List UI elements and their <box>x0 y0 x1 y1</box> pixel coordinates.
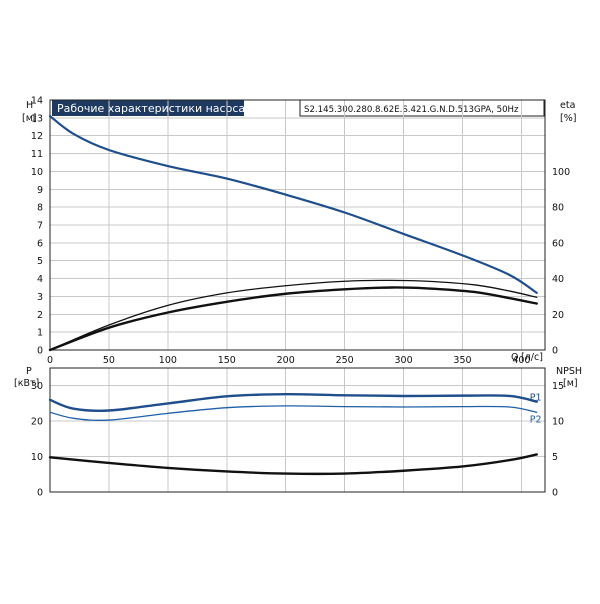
top-x-tick-label: 200 <box>277 355 295 366</box>
top-y-tick-label: 6 <box>37 238 43 249</box>
top-y-tick-label: 1 <box>37 328 43 339</box>
bottom-y-unit: [кВт] <box>14 378 39 389</box>
top-y2-tick-label: 20 <box>552 310 564 321</box>
bottom-y2-tick-label: 15 <box>552 381 564 392</box>
top-y2-tick-label: 0 <box>552 346 558 357</box>
top-y-tick-label: 5 <box>37 256 43 267</box>
top-plot-frame <box>49 99 546 351</box>
bottom-y-tick-label: 20 <box>31 417 43 428</box>
top-x-tick-label: 150 <box>218 355 236 366</box>
bottom-y-tick-label: 10 <box>31 452 43 463</box>
bottom-y2-tick-label: 10 <box>552 417 564 428</box>
top-y2-tick-label: 60 <box>552 238 564 249</box>
top-x-tick-label: 350 <box>453 355 471 366</box>
top-y-tick-label: 0 <box>37 346 43 357</box>
top-y2-unit: [%] <box>560 113 576 124</box>
top-x-tick-label: 50 <box>103 355 115 366</box>
chart-marks: 0 50 100 150 200 250 300 350 4000123456789101112… <box>31 96 570 499</box>
chart-subtitle: S2.145.300.280.8.62E.S.421.G.N.D.513GPA,… <box>304 105 519 115</box>
head-curve <box>48 114 538 294</box>
subtitle-box: S2.145.300.280.8.62E.S.421.G.N.D.513GPA,… <box>299 99 545 117</box>
top-y2-tick-label: 100 <box>552 167 570 178</box>
series-label-p1: P1 <box>530 393 542 404</box>
bottom-y-label: P <box>26 366 32 377</box>
top-x-tick-label: 100 <box>159 355 177 366</box>
power-curve-p1 <box>48 393 538 413</box>
series-label-p2: P2 <box>530 414 542 425</box>
bottom-y2-unit: [м] <box>563 378 578 389</box>
top-y-tick-label: 8 <box>37 203 43 214</box>
npsh-curve <box>48 453 538 476</box>
bottom-y2-label: NPSH <box>556 366 582 377</box>
top-y2-tick-label: 80 <box>552 203 564 214</box>
top-y2-tick-label: 40 <box>552 274 564 285</box>
top-x-tick-label: 250 <box>336 355 354 366</box>
top-x-tick-label: 400 <box>512 355 530 366</box>
efficiency-curve <box>49 279 538 351</box>
bottom-y-tick-label: 30 <box>31 381 43 392</box>
title-box: Рабочие характеристики насоса <box>52 100 245 116</box>
top-y2-label: eta <box>560 100 575 111</box>
bottom-y-tick-label: 0 <box>37 488 43 499</box>
power-curve-p2 <box>49 405 538 421</box>
top-y-tick-label: 13 <box>31 113 43 124</box>
top-y-tick-label: 11 <box>31 149 43 160</box>
top-y-tick-label: 2 <box>37 310 43 321</box>
top-y-unit: [м] <box>22 113 37 124</box>
top-y-tick-label: 7 <box>37 221 43 232</box>
top-y-label: H <box>26 100 33 111</box>
chart-title: Рабочие характеристики насоса <box>57 102 245 115</box>
bottom-y2-tick-label: 0 <box>552 488 558 499</box>
top-y-tick-label: 14 <box>31 96 43 107</box>
top-y-tick-label: 3 <box>37 292 43 303</box>
top-y-tick-label: 10 <box>31 167 43 178</box>
bottom-y2-tick-label: 5 <box>552 452 558 463</box>
top-y-tick-label: 9 <box>37 185 43 196</box>
top-y-tick-label: 4 <box>37 274 43 285</box>
efficiency-curve <box>48 286 538 352</box>
top-x-tick-label: 0 <box>47 355 53 366</box>
top-x-label: Q <box>511 352 518 363</box>
top-x-tick-label: 300 <box>395 355 413 366</box>
top-y-tick-label: 12 <box>31 131 43 142</box>
bottom-plot-frame <box>49 367 546 493</box>
top-x-unit: [л/с] <box>521 352 543 363</box>
